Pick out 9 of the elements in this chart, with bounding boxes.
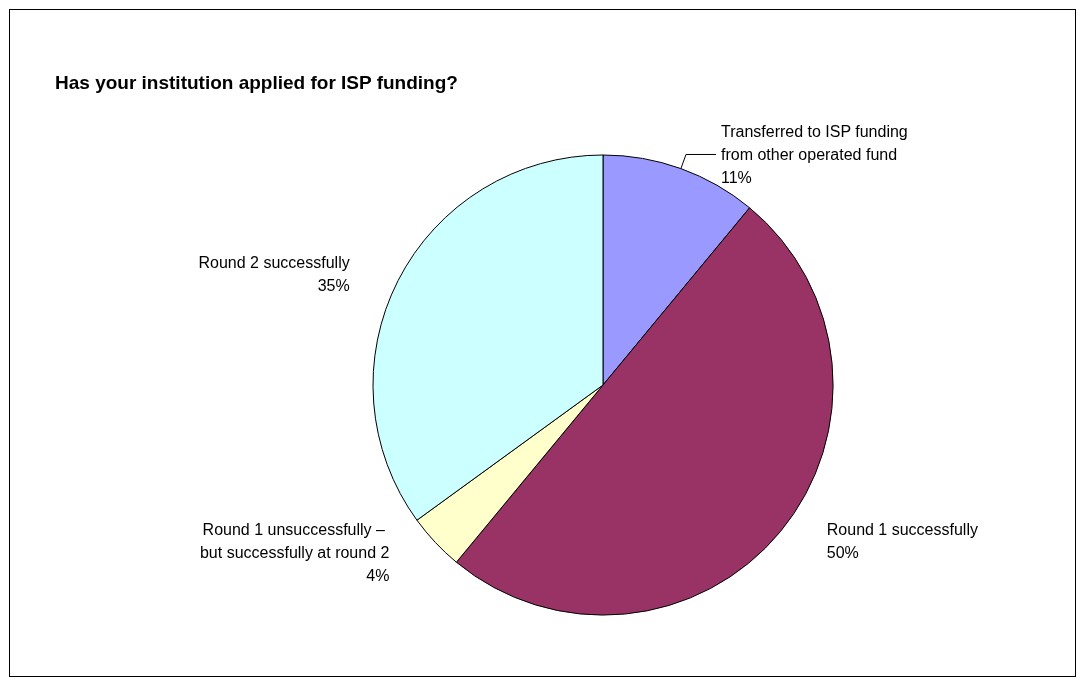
data-label: 11% xyxy=(720,168,752,186)
data-label: 50% xyxy=(826,544,859,562)
slice-label: Round 1 successfully xyxy=(826,521,978,539)
chart-title: Has your institution applied for ISP funding? xyxy=(55,72,458,93)
slice-label: Round 2 successfully xyxy=(198,253,350,271)
data-label: 35% xyxy=(317,276,350,294)
slice-label: Round 1 unsuccessfully – but successfully at round 2 xyxy=(199,521,390,562)
data-label: 4% xyxy=(366,567,390,585)
slice-label: Transferred to ISP funding from other operated fund xyxy=(720,122,913,163)
